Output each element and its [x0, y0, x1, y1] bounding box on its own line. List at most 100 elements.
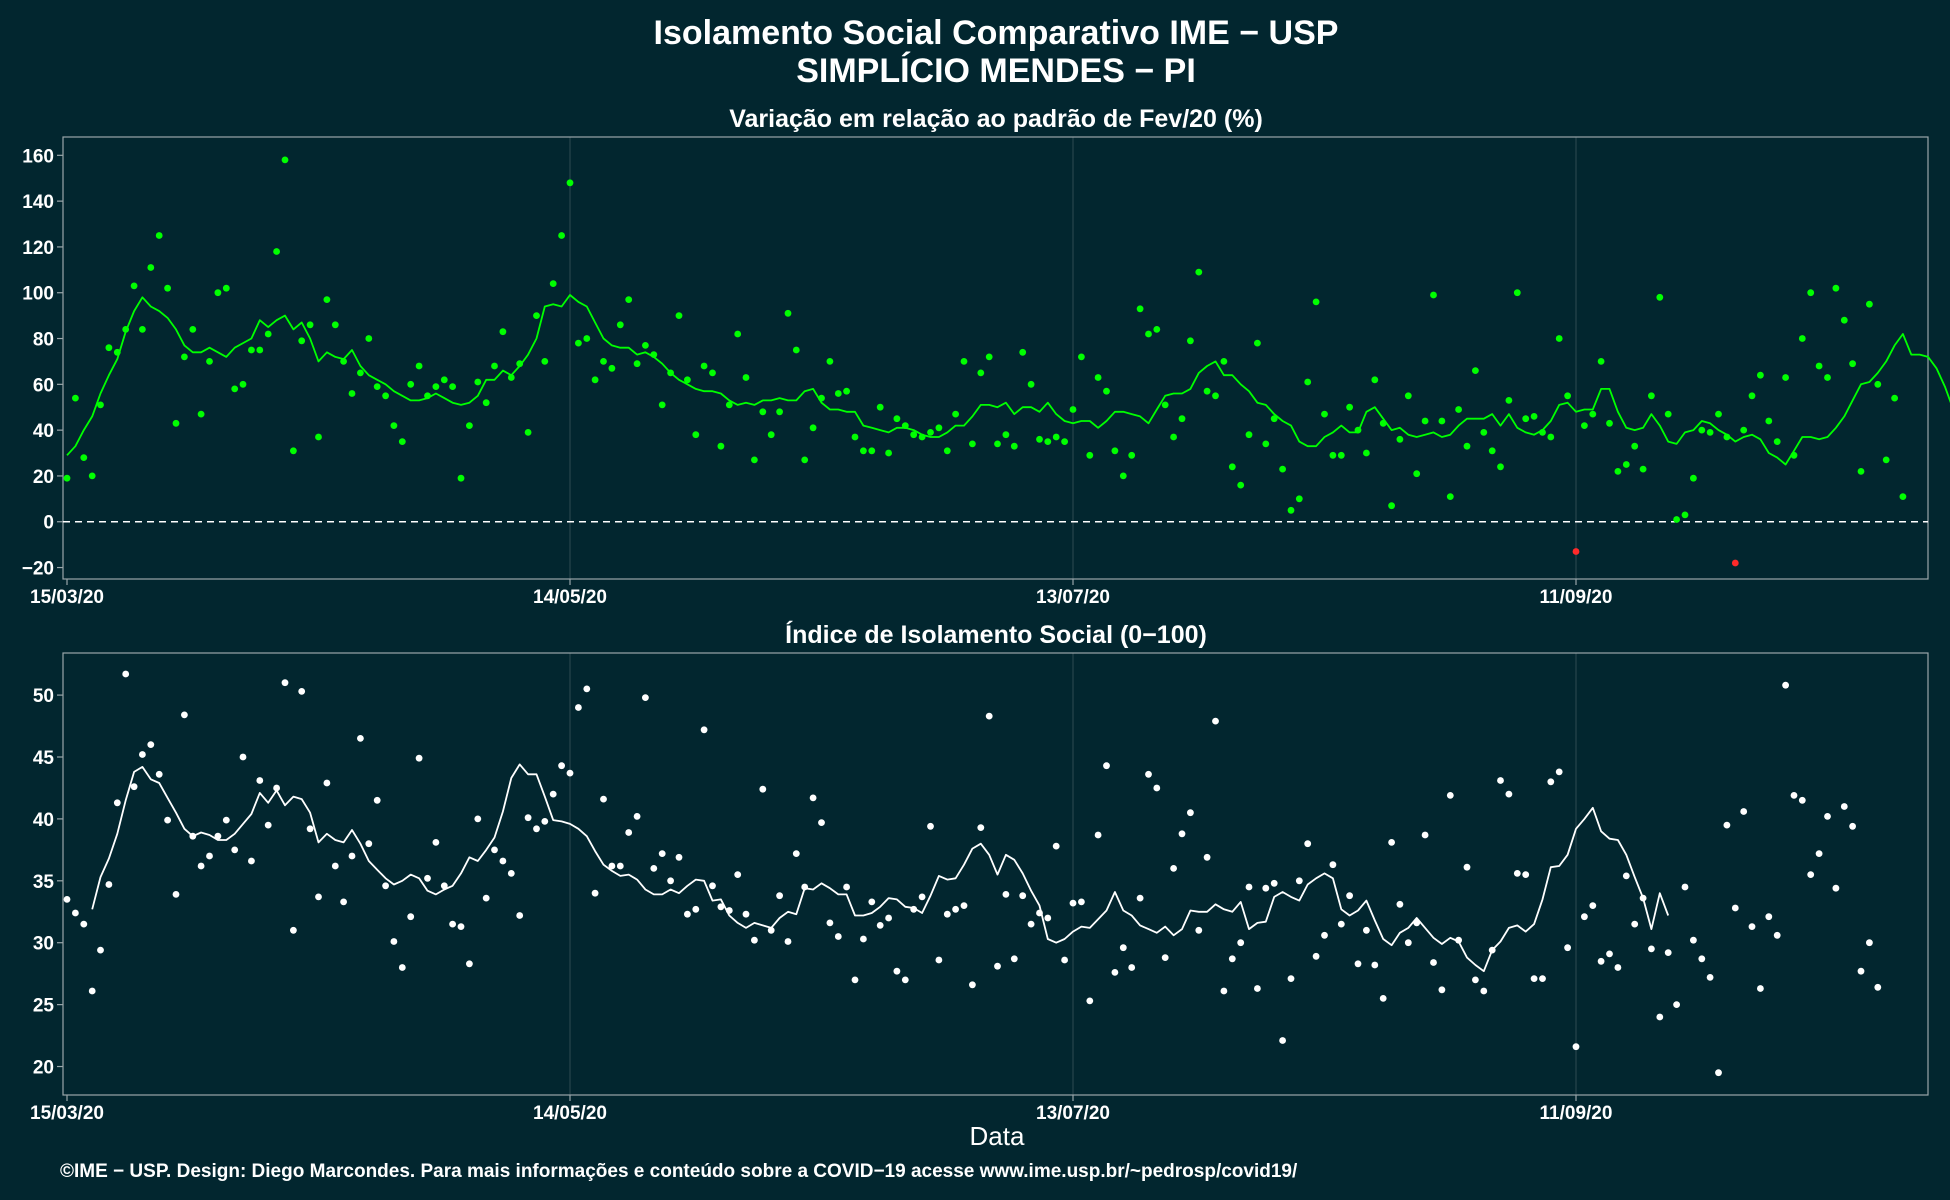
data-point [214, 289, 222, 297]
data-point [72, 909, 79, 917]
data-point [541, 818, 549, 825]
data-point [1547, 778, 1555, 786]
data-point [1614, 468, 1622, 475]
y-tick-label: 40 [33, 421, 54, 442]
y-tick-label: 160 [22, 146, 54, 167]
data-point [876, 922, 884, 929]
data-point [1815, 362, 1823, 370]
data-point [340, 358, 347, 365]
data-point [1857, 967, 1865, 975]
panel-border [62, 652, 1929, 1096]
data-point [575, 339, 582, 347]
data-point [1036, 909, 1043, 917]
data-point [1052, 842, 1060, 850]
data-point [1212, 717, 1219, 725]
data-point [1463, 863, 1471, 871]
data-point [1094, 831, 1102, 839]
data-point [549, 280, 557, 287]
data-point [1840, 316, 1848, 324]
data-point [1388, 502, 1395, 510]
data-point [1170, 433, 1177, 441]
data-point [776, 892, 783, 900]
data-point [1069, 899, 1077, 907]
data-point [440, 376, 448, 384]
data-point [952, 905, 959, 913]
data-point [323, 779, 331, 787]
data-point [1757, 985, 1764, 992]
y-tick-label: 30 [33, 934, 54, 955]
data-point [658, 401, 666, 409]
data-point [222, 816, 230, 824]
data-point [130, 783, 138, 791]
data-point [155, 232, 163, 239]
data-point [1648, 392, 1655, 400]
data-point [935, 424, 943, 432]
data-point [415, 754, 423, 762]
data-point [457, 923, 465, 930]
data-point [1698, 955, 1706, 963]
data-point [1195, 926, 1203, 934]
data-point [1472, 976, 1479, 984]
data-point [868, 447, 876, 455]
data-point [449, 920, 456, 928]
data-point [818, 394, 825, 402]
data-point [1161, 954, 1169, 961]
data-point [876, 403, 884, 411]
data-point [390, 422, 398, 429]
data-point [625, 296, 633, 303]
data-point [105, 344, 113, 352]
data-point [1203, 853, 1211, 861]
x-tick-label: 13/07/20 [1036, 587, 1110, 608]
data-point [1153, 784, 1161, 792]
data-point [1513, 870, 1521, 877]
data-point [1036, 435, 1043, 443]
data-point [1128, 451, 1136, 459]
data-point [348, 852, 356, 860]
data-point [549, 790, 557, 798]
y-tick-label: 20 [33, 1058, 54, 1079]
data-point [1371, 376, 1379, 384]
data-point [105, 881, 113, 888]
data-point [365, 335, 373, 342]
data-point [424, 392, 431, 400]
data-point [1681, 883, 1689, 891]
data-point [1681, 511, 1689, 519]
data-point [709, 882, 716, 890]
panel-2-plot: 20 25 30 35 40 45 50 15/03/20 14/05/20 13/07/20 11… [30, 652, 1929, 1124]
data-point [901, 976, 909, 984]
data-point [994, 962, 1001, 970]
data-point [457, 474, 465, 482]
data-point [1270, 879, 1278, 887]
data-point [751, 936, 758, 944]
data-point [1832, 884, 1840, 892]
data-point [172, 419, 180, 427]
data-point [1019, 348, 1027, 356]
data-point [315, 433, 322, 441]
data-point [1237, 481, 1245, 489]
data-point [1505, 790, 1513, 798]
data-point [1086, 997, 1094, 1005]
data-point [222, 284, 230, 292]
data-point [1723, 821, 1731, 829]
data-point [742, 910, 750, 918]
title-line2: SIMPLÍCIO MENDES − PI [796, 52, 1196, 90]
data-point [1203, 387, 1211, 395]
data-point [709, 369, 716, 377]
data-point [407, 913, 415, 921]
data-point [1371, 961, 1379, 969]
x-tick-label: 11/09/20 [1540, 1103, 1613, 1124]
data-point [122, 670, 130, 678]
data-point [281, 156, 289, 164]
data-point [600, 358, 607, 365]
data-point [1002, 431, 1010, 439]
data-point [851, 433, 859, 441]
data-point [1832, 284, 1840, 292]
data-point [1421, 831, 1429, 839]
data-point [692, 905, 700, 913]
data-point [97, 401, 104, 409]
data-point [1455, 936, 1462, 944]
data-point [1472, 367, 1479, 374]
data-point [1690, 474, 1697, 482]
data-point [742, 374, 750, 381]
